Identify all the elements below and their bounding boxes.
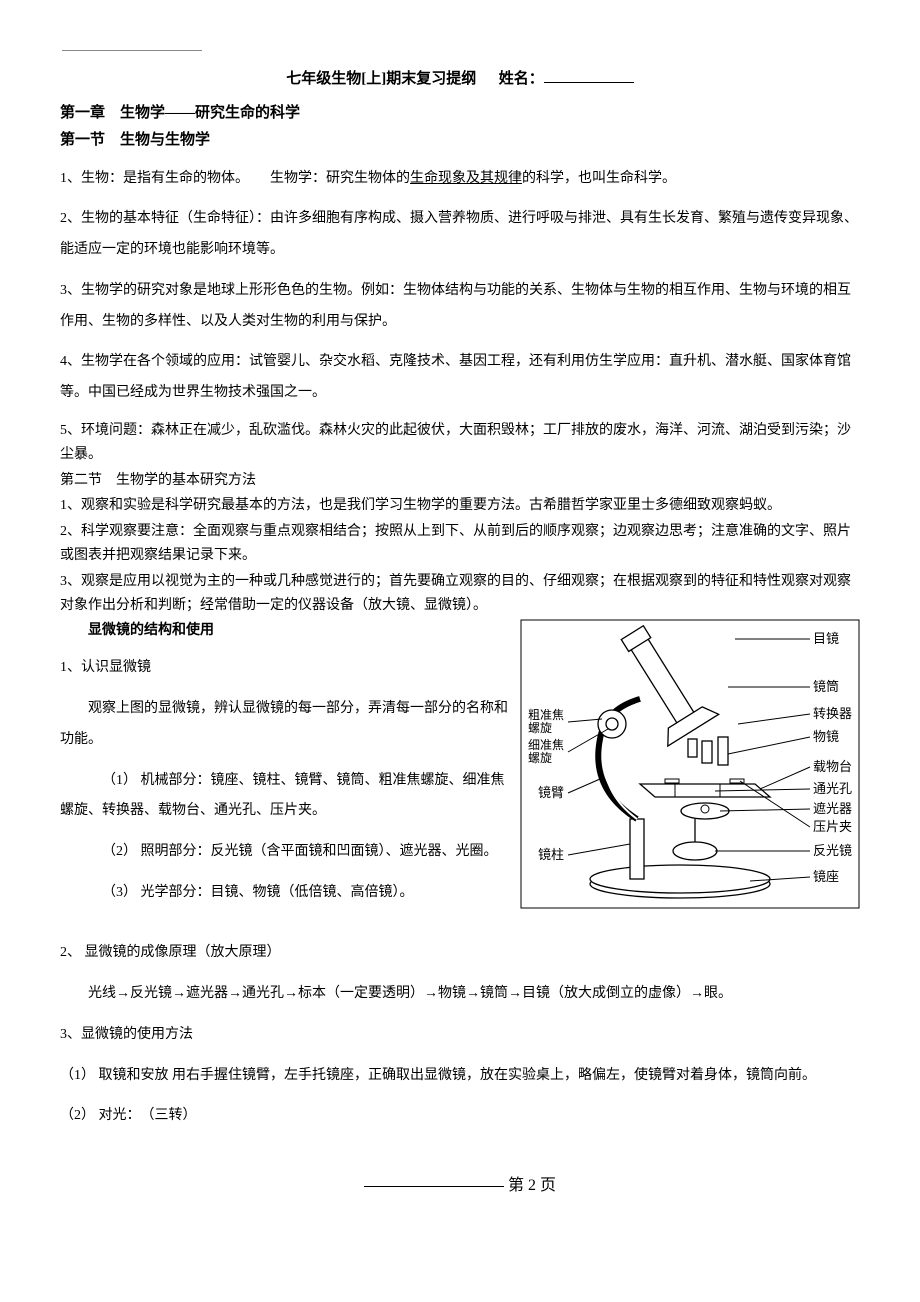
m-p3b: （2） 对光： （三转） [60,1101,860,1132]
lbl-zheguangqi: 遮光器 [813,801,852,816]
m-p2: 2、 显微镜的成像原理（放大原理） [60,938,860,969]
lbl-jingtong: 镜筒 [813,679,839,694]
lbl-wujing: 物镜 [813,729,839,744]
page-footer: 第 2 页 [60,1172,860,1199]
s2-p3: 3、观察是应用以视觉为主的一种或几种感觉进行的；首先要确立观察的目的、仔细观察；… [60,570,860,618]
microscope-svg: 目镜 镜筒 转换器 物镜 载物台 通光孔 遮光器 压片夹 反光镜 镜座 粗准焦 … [520,619,860,909]
lbl-jingzuo: 镜座 [813,869,839,884]
lbl-cuzhunjiao: 粗准焦 [528,708,564,722]
lbl-jingzhu: 镜柱 [538,847,564,862]
lbl-tongguangkong: 通光孔 [813,781,852,796]
page-number: 第 2 页 [508,1177,556,1194]
chapter1-title: 第一章 生物学——研究生命的科学 [60,101,860,127]
name-label: 姓名： [499,71,544,87]
s2-p2: 2、科学观察要注意：全面观察与重点观察相结合；按照从上到下、从前到后的顺序观察；… [60,520,860,568]
s2-p1: 1、观察和实验是科学研究最基本的方法，也是我们学习生物学的重要方法。古希腊哲学家… [60,494,860,518]
m-p3a: （1） 取镜和安放 用右手握住镜臂，左手托镜座，正确取出显微镜，放在实验桌上，略… [60,1061,860,1092]
doc-title: 七年级生物[上]期末复习提纲 [286,71,476,87]
s1-p4: 4、生物学在各个领域的应用：试管婴儿、杂交水稻、克隆技术、基因工程，还有利用仿生… [60,347,860,409]
s1-p2: 2、生物的基本特征（生命特征）：由许多细胞有序构成、摄入营养物质、进行呼吸与排泄… [60,204,860,266]
lbl-jingbi: 镜臂 [538,785,564,800]
s1-p1u: 生命现象及其规律 [410,171,522,186]
s1-p1b: 生物学：研究生物体的 [270,171,410,186]
microscope-figure: 目镜 镜筒 转换器 物镜 载物台 通光孔 遮光器 压片夹 反光镜 镜座 粗准焦 … [520,619,860,918]
lbl-fanguangjing: 反光镜 [813,843,852,858]
lbl-mujing: 目镜 [813,631,839,646]
m-p2b: 光线→反光镜→遮光器→通光孔→标本（一定要透明）→物镜→镜筒→目镜（放大成倒立的… [60,979,860,1010]
s1-p1a: 1、生物：是指有生命的物体。 [60,171,249,186]
lbl-luoxuan2: 螺旋 [528,751,552,765]
lbl-luoxuan1: 螺旋 [528,721,552,735]
doc-title-line: 七年级生物[上]期末复习提纲 姓名： [60,67,860,93]
footer-rule [364,1186,504,1187]
s1-p1: 1、生物：是指有生命的物体。 生物学：研究生物体的生命现象及其规律的科学，也叫生… [60,164,860,195]
lbl-yapianjia: 压片夹 [813,819,852,834]
lbl-xizhunjiao: 细准焦 [528,738,564,752]
s1-p5: 5、环境问题：森林正在减少，乱砍滥伐。森林火灾的此起彼伏，大面积毁林；工厂排放的… [60,419,860,467]
name-blank [544,68,634,83]
section2-title: 第二节 生物学的基本研究方法 [60,469,860,493]
s1-p3: 3、生物学的研究对象是地球上形形色色的生物。例如：生物体结构与功能的关系、生物体… [60,276,860,338]
s1-p1c: 的科学，也叫生命科学。 [522,171,676,186]
lbl-zhuanhuanqi: 转换器 [813,706,852,721]
m-p3: 3、显微镜的使用方法 [60,1020,860,1051]
top-rule [62,50,202,51]
lbl-zaiwutai: 载物台 [813,759,852,774]
section1-title: 第一节 生物与生物学 [60,128,860,154]
